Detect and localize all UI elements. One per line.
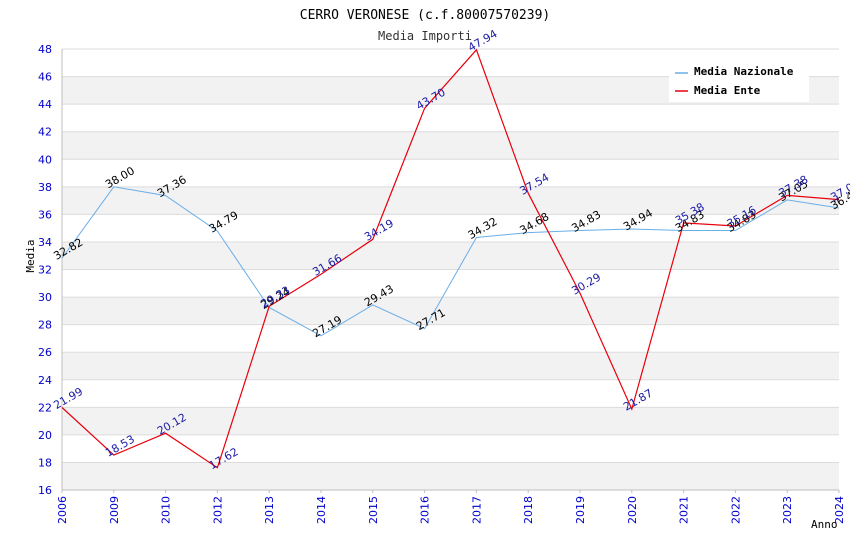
x-tick-label: 2021 <box>678 496 691 524</box>
y-tick-label: 34 <box>38 236 52 249</box>
y-tick-label: 40 <box>38 153 52 166</box>
plot-background-bands <box>62 49 839 490</box>
x-tick-label: 2006 <box>56 496 69 524</box>
x-tick-label: 2015 <box>367 496 380 524</box>
grid-band <box>62 352 839 380</box>
series-line-media-nazionale <box>61 186 840 337</box>
grid-band <box>62 407 839 435</box>
chart-title: CERRO VERONESE (c.f.80007570239) <box>300 8 550 23</box>
x-tick-label: 2017 <box>470 496 483 524</box>
grid-band <box>62 186 839 215</box>
x-tick-label: 2012 <box>211 496 224 524</box>
x-tick-label: 2022 <box>729 496 742 524</box>
x-tick-label: 2014 <box>315 496 328 524</box>
y-axis-label: Media <box>24 239 37 272</box>
y-tick-label: 36 <box>38 208 52 221</box>
x-tick-label: 2009 <box>108 496 121 524</box>
x-tick-labels: 2006 2009 2010 2012 2013 2014 2015 2016 2017 2018… <box>56 496 846 524</box>
y-tick-label: 44 <box>38 98 52 111</box>
x-tick-label: 2020 <box>626 496 639 524</box>
grid-band <box>62 214 839 242</box>
grid-band <box>62 297 839 325</box>
y-tick-label: 30 <box>38 291 52 304</box>
gridlines <box>62 48 839 491</box>
x-tick-label: 2013 <box>263 496 276 524</box>
chart-subtitle: Media Importi <box>378 29 472 43</box>
legend-box <box>669 60 809 102</box>
x-tick-label: 2023 <box>781 496 794 524</box>
grid-band <box>62 462 839 490</box>
x-tick-label: 2018 <box>522 496 535 524</box>
grid-band <box>62 434 839 463</box>
y-tick-label: 24 <box>38 374 52 387</box>
y-tick-label: 26 <box>38 346 52 359</box>
y-tick-label: 20 <box>38 429 52 442</box>
x-tick-label: 2016 <box>419 496 432 524</box>
y-tick-label: 22 <box>38 401 52 414</box>
y-tick-label: 48 <box>38 43 52 56</box>
grid-band <box>62 104 839 132</box>
y-tick-label: 42 <box>38 126 52 139</box>
axes <box>61 49 840 493</box>
y-tick-label: 32 <box>38 264 52 277</box>
series-line-media-ente <box>61 48 840 469</box>
y-tick-label: 28 <box>38 319 52 332</box>
x-tick-label: 2019 <box>574 496 587 524</box>
grid-band <box>62 131 839 160</box>
grid-band <box>62 379 839 408</box>
x-tick-label: 2024 <box>833 496 846 524</box>
x-axis-label: Anno <box>811 518 838 531</box>
y-tick-labels: 16 18 20 22 24 26 28 30 32 34 36 38 40 42 44 46 48 <box>38 43 52 497</box>
legend: Media Nazionale Media Ente <box>669 60 809 102</box>
legend-label-nazionale: Media Nazionale <box>694 65 794 78</box>
grid-band <box>62 324 839 353</box>
y-tick-label: 18 <box>38 456 52 469</box>
grid-band <box>62 159 839 187</box>
grid-band <box>62 241 839 270</box>
y-tick-label: 38 <box>38 181 52 194</box>
x-tick-label: 2010 <box>160 496 173 524</box>
y-tick-label: 16 <box>38 484 52 497</box>
series-lines <box>61 48 840 469</box>
legend-label-ente: Media Ente <box>694 84 761 97</box>
y-tick-label: 46 <box>38 71 52 84</box>
